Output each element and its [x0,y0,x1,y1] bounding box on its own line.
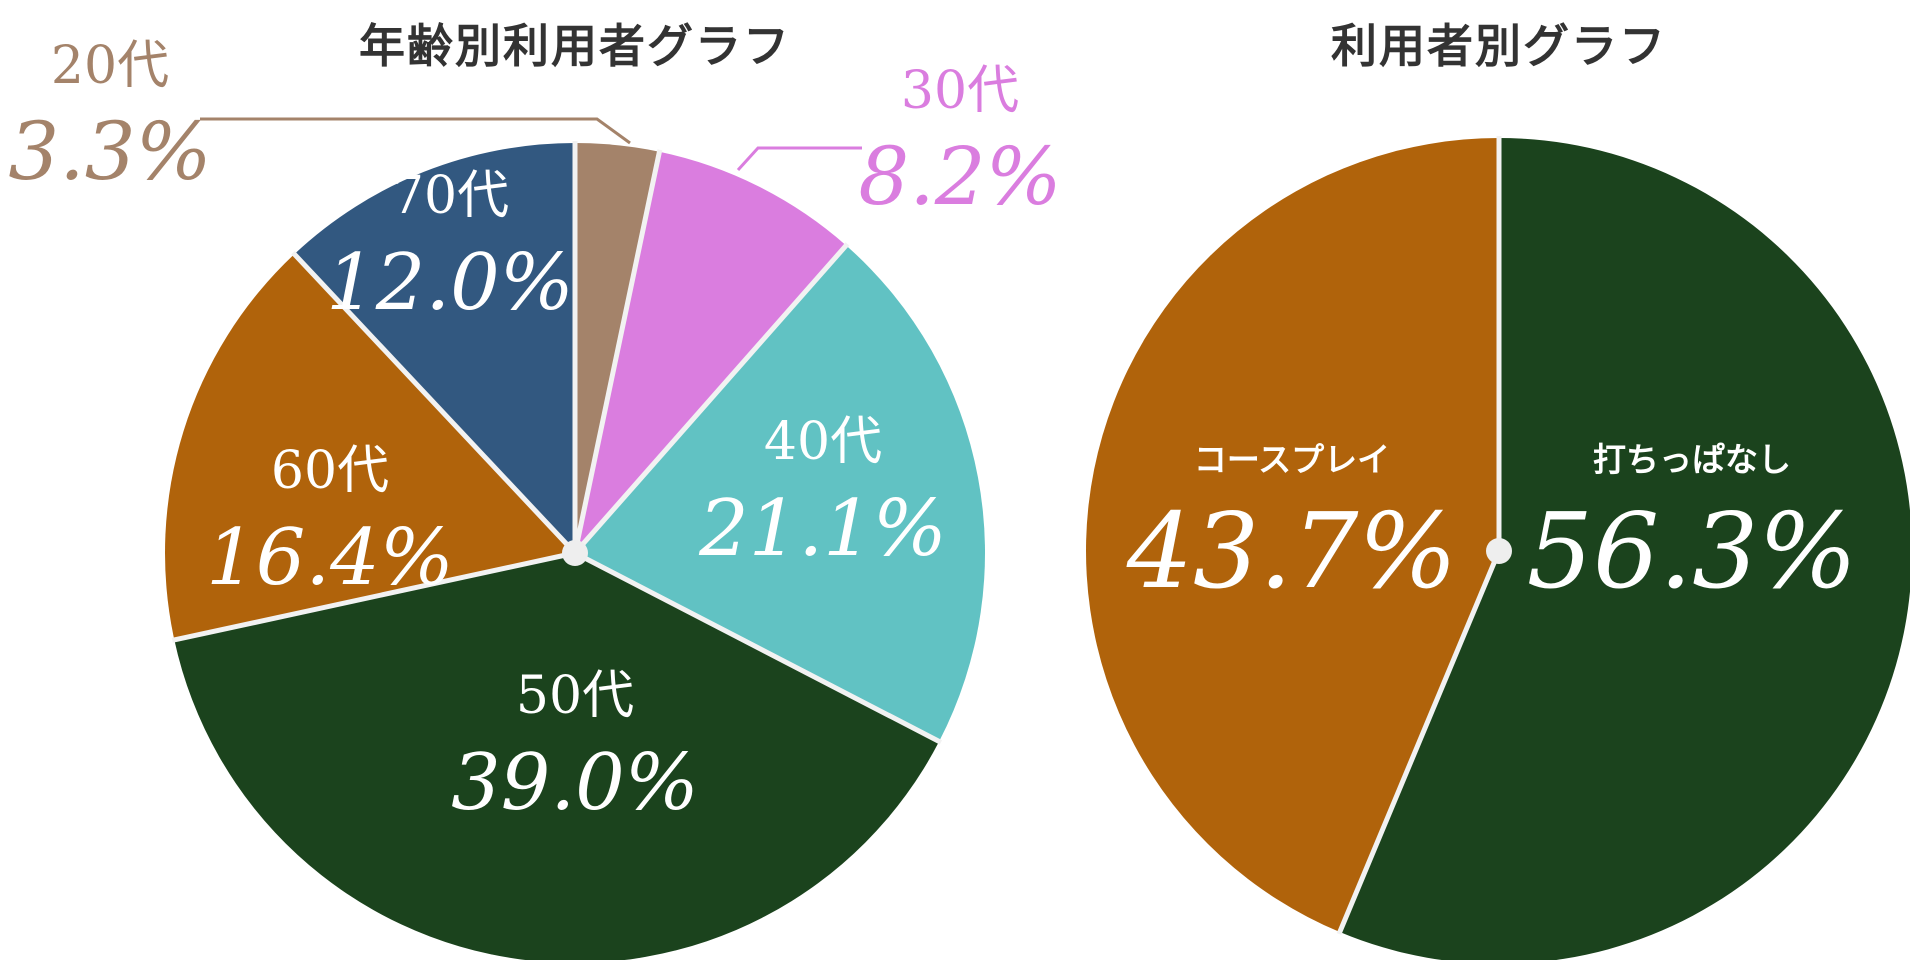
leader-line [200,117,631,145]
center-dot [562,540,588,566]
slice-category-label: 30代 [901,61,1019,121]
slice-category-label: 60代 [271,441,389,501]
slice-category-label: コースプレイ [1194,440,1390,479]
pie-slice-5 [165,254,575,640]
pie-slice-1 [1339,138,1910,960]
pie-slice-2 [1086,138,1499,933]
chart-title: 年齢別利用者グラフ [359,19,791,73]
pie-slice-2 [575,151,847,553]
slice-category-label: 40代 [764,412,882,472]
slice-percent-label: 16.4% [206,513,454,603]
pie-slice-3 [575,245,986,742]
slice-separator [1336,550,1502,935]
slice-percent-label: 3.3% [8,105,211,198]
pie-slice-6 [294,143,575,553]
slice-percent-label: 12.0% [326,238,574,328]
chart-title: 利用者別グラフ [1331,19,1667,73]
slice-percent-label: 39.0% [451,738,699,828]
slice-category-label: 50代 [516,666,634,726]
pie-chart-1: 年齢別利用者グラフ 20代 3.3% 30代 8.2% 40代 21.1% 50代 39.0% 6… [8,19,1062,960]
slice-category-label: 20代 [51,36,169,96]
slice-category-label: 70代 [391,166,509,226]
slice-separator [573,242,850,555]
slice-separator [573,550,943,745]
pie-slice-4 [174,553,940,960]
center-dot [1486,538,1512,564]
slice-percent-label: 21.1% [698,484,947,574]
slice-separator [291,250,577,555]
slice-separator [572,149,663,554]
slice-percent-label: 8.2% [858,130,1061,223]
slice-percent-label: 43.7% [1126,490,1457,612]
slice-separator [171,550,576,643]
slice-percent-label: 56.3% [1527,490,1857,612]
slice-category-label: 打ちっぱなし [1593,440,1791,479]
leader-line [736,146,862,172]
